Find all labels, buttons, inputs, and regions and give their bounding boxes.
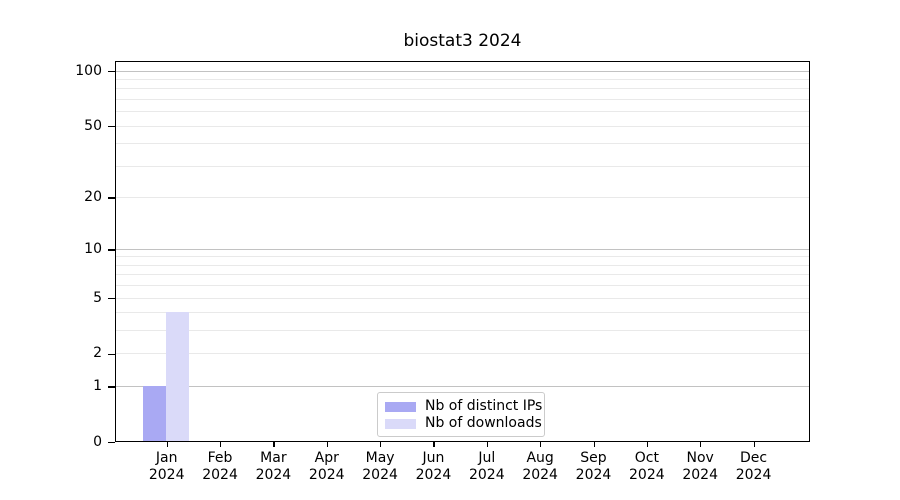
y-tick xyxy=(108,71,115,73)
x-tick-label: Nov 2024 xyxy=(682,450,718,483)
x-tick-label: Apr 2024 xyxy=(308,450,345,483)
y-tick xyxy=(108,298,115,300)
y-tick xyxy=(108,442,115,444)
x-tick-label: Feb 2024 xyxy=(202,450,238,483)
y-tick-label: 50 xyxy=(84,117,102,134)
minor-gridline xyxy=(116,353,809,355)
minor-gridline xyxy=(116,125,809,127)
major-gridline xyxy=(116,248,809,250)
minor-gridline xyxy=(116,297,809,299)
x-tick-label: Jan 2024 xyxy=(148,450,185,483)
minor-gridline xyxy=(116,143,809,145)
x-tick xyxy=(646,442,649,447)
legend-swatch-downloads xyxy=(385,418,416,429)
x-tick xyxy=(593,442,595,447)
x-tick xyxy=(380,442,382,447)
x-tick xyxy=(220,442,222,447)
plot-area xyxy=(115,61,810,442)
y-tick-label: 0 xyxy=(93,433,102,450)
legend-label-distinct-ips: Nb of distinct IPs xyxy=(425,398,543,414)
y-tick xyxy=(108,386,115,388)
x-tick-label: Sep 2024 xyxy=(575,450,612,483)
x-tick xyxy=(433,442,435,447)
minor-gridline xyxy=(116,196,809,198)
x-tick-label: Aug 2024 xyxy=(522,450,558,483)
y-tick-label: 20 xyxy=(84,188,102,205)
minor-gridline xyxy=(116,111,809,113)
y-tick-label: 5 xyxy=(93,289,102,306)
x-tick-label: Dec 2024 xyxy=(735,450,772,483)
minor-gridline xyxy=(116,330,809,332)
x-tick xyxy=(326,442,329,447)
minor-gridline xyxy=(116,165,809,167)
legend-item-downloads: Nb of downloads xyxy=(385,415,544,432)
legend-swatch-distinct-ips xyxy=(385,401,416,412)
x-tick-label: Oct 2024 xyxy=(629,450,665,483)
legend-label-downloads: Nb of downloads xyxy=(425,415,542,431)
x-tick-label: Mar 2024 xyxy=(255,450,292,483)
major-gridline xyxy=(116,70,809,72)
y-tick xyxy=(108,197,115,199)
x-tick xyxy=(486,442,489,447)
legend: Nb of distinct IPs Nb of downloads xyxy=(377,392,545,437)
x-tick xyxy=(540,442,542,447)
y-tick-label: 2 xyxy=(93,345,102,362)
minor-gridline xyxy=(116,88,809,90)
y-tick xyxy=(108,126,115,128)
minor-gridline xyxy=(116,285,809,287)
minor-gridline xyxy=(116,312,809,314)
y-tick-label: 10 xyxy=(84,240,102,257)
x-tick-label: Jun 2024 xyxy=(415,450,452,483)
minor-gridline xyxy=(116,79,809,81)
y-tick xyxy=(108,353,115,355)
legend-item-distinct-ips: Nb of distinct IPs xyxy=(385,398,544,415)
x-tick xyxy=(273,442,275,447)
x-tick-label: May 2024 xyxy=(362,450,398,483)
y-tick xyxy=(108,249,115,251)
x-tick-label: Jul 2024 xyxy=(468,450,505,483)
minor-gridline xyxy=(116,256,809,258)
chart-title: biostat3 2024 xyxy=(403,31,522,51)
y-tick-label: 100 xyxy=(75,62,102,79)
y-tick-label: 1 xyxy=(93,377,102,394)
bar-nb-of-downloads xyxy=(166,312,190,441)
minor-gridline xyxy=(116,98,809,100)
x-tick xyxy=(166,442,168,447)
minor-gridline xyxy=(116,264,809,266)
bar-nb-of-distinct-ips xyxy=(142,385,167,441)
major-gridline xyxy=(116,385,809,387)
x-tick xyxy=(700,442,702,447)
x-tick xyxy=(753,442,755,447)
minor-gridline xyxy=(116,274,809,276)
